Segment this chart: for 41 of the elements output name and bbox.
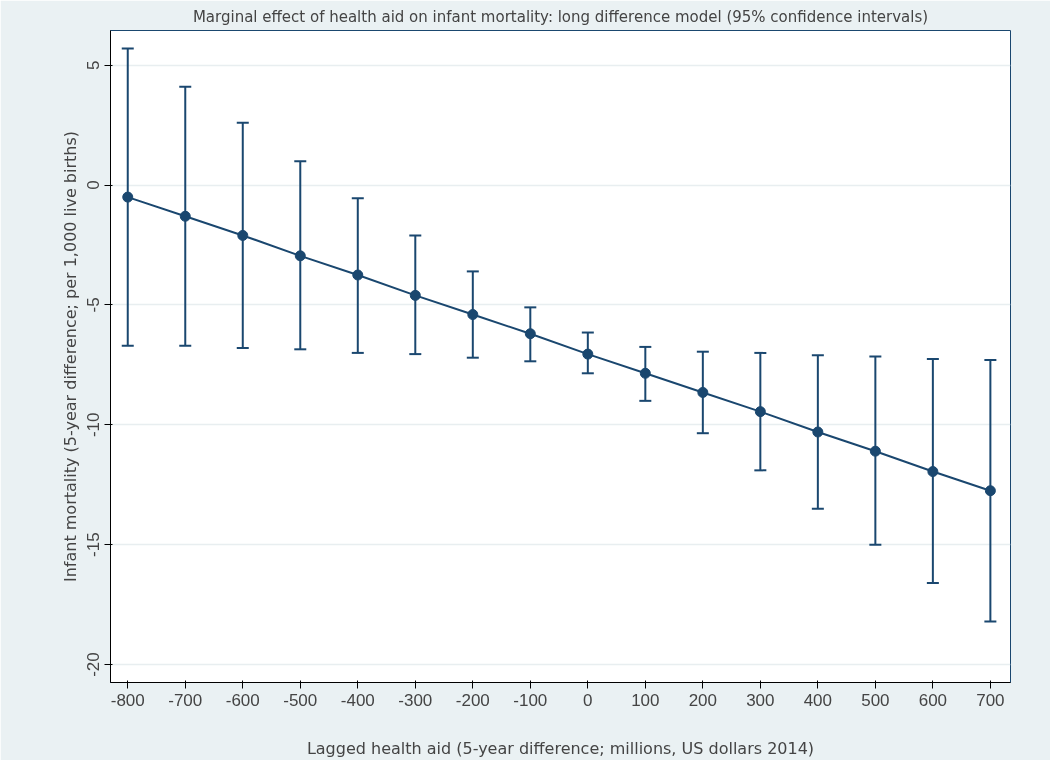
x-tick-label: 700 [976, 690, 1005, 710]
point [524, 328, 536, 340]
point [927, 466, 939, 478]
x-tick-label: 600 [918, 690, 948, 710]
point [869, 445, 881, 457]
point [812, 426, 824, 438]
x-tick-label: 500 [861, 690, 890, 710]
point [179, 210, 191, 222]
x-tick-label: -700 [168, 690, 203, 710]
y-tick-label: -10 [84, 412, 104, 438]
x-tick-label: -300 [398, 690, 433, 710]
chart-title: Marginal effect of health aid on infant mortality: long difference model (95% confidence intervals) [192, 7, 929, 26]
y-axis-title: Infant mortality (5-year difference; per 1,000 live births) [60, 130, 80, 583]
point [639, 367, 651, 379]
point [467, 309, 479, 321]
y-tick-label: -5 [84, 297, 104, 313]
x-tick-label: 200 [688, 690, 718, 710]
point [409, 289, 421, 301]
y-tick-label: 5 [84, 60, 104, 70]
y-tick-label: -15 [84, 532, 104, 557]
x-tick-label: -200 [455, 690, 490, 710]
point [697, 386, 709, 398]
x-tick-label: -500 [283, 690, 318, 710]
x-tick-label: 100 [631, 690, 660, 710]
point [122, 191, 134, 203]
x-tick-label: -400 [340, 690, 375, 710]
x-tick-label: -600 [225, 690, 260, 710]
x-tick-label: -800 [110, 690, 145, 710]
point [754, 406, 766, 418]
x-tick-label: 0 [583, 690, 593, 710]
y-tick-label: 0 [84, 180, 104, 190]
y-tick-label: -20 [84, 652, 104, 677]
point [352, 269, 364, 281]
x-axis-title: Lagged health aid (5-year difference; millions, US dollars 2014) [306, 738, 815, 758]
x-tick-label: -100 [513, 690, 548, 710]
point [294, 250, 306, 262]
point [984, 485, 996, 497]
x-tick-label: 400 [803, 690, 833, 710]
x-tick-label: 300 [746, 690, 775, 710]
point [582, 348, 594, 360]
point [237, 229, 249, 241]
